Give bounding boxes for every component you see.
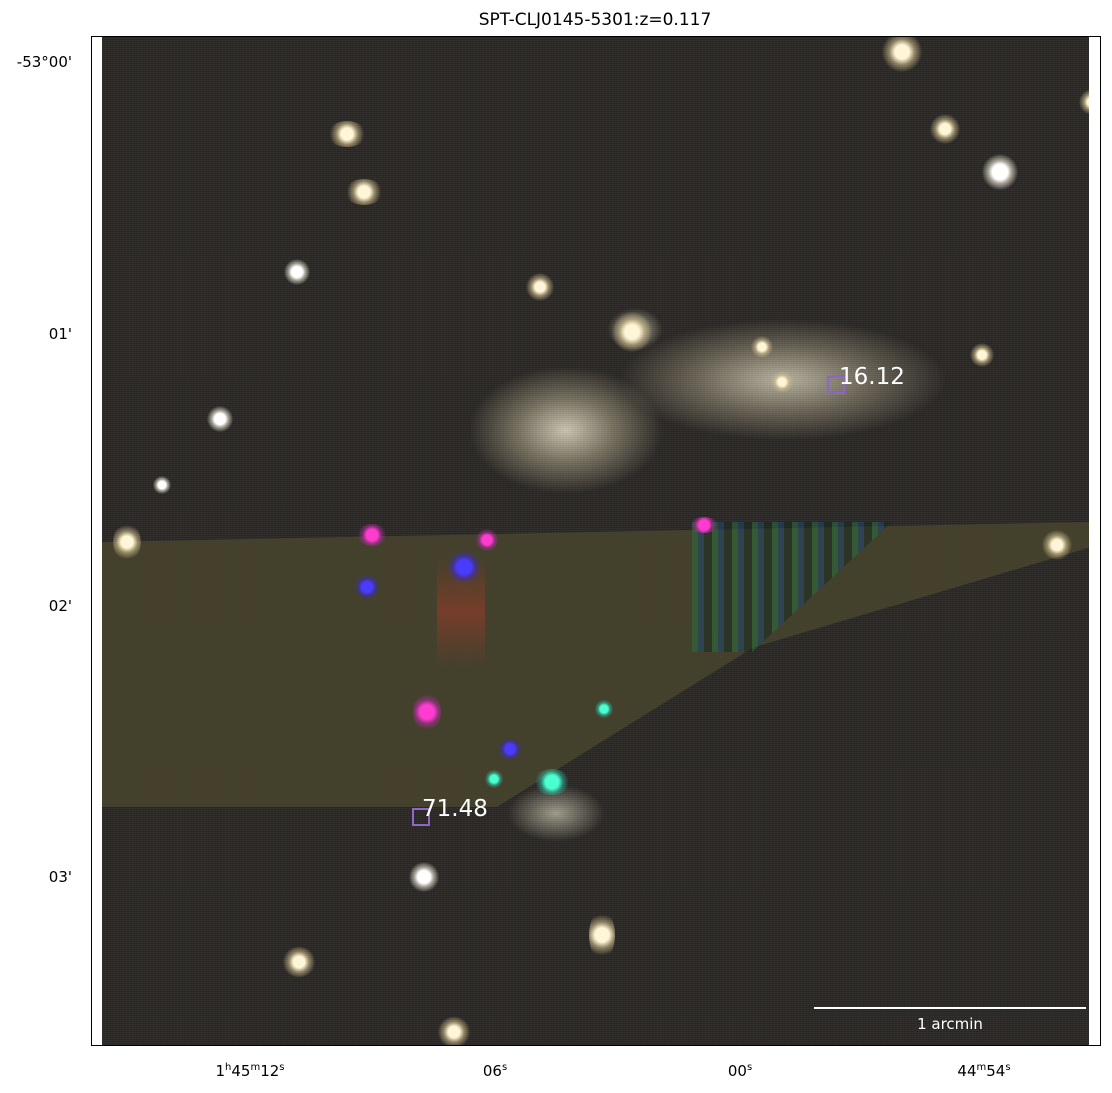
dec-tick-label: 03' bbox=[48, 868, 72, 886]
galaxy bbox=[1042, 530, 1072, 560]
galaxy bbox=[882, 37, 922, 72]
galaxy bbox=[771, 371, 793, 393]
galaxy bbox=[930, 114, 960, 144]
star bbox=[207, 406, 233, 432]
star bbox=[284, 259, 310, 285]
plot-title: SPT-CLJ0145-5301:z=0.117 bbox=[478, 10, 712, 30]
galaxy bbox=[526, 273, 554, 301]
dec-tick-label: 02' bbox=[48, 597, 72, 615]
galaxy bbox=[970, 343, 994, 367]
galaxy bbox=[113, 523, 141, 561]
dec-tick-label: -53°00' bbox=[16, 53, 72, 71]
blue-source bbox=[355, 575, 379, 599]
scale-bar bbox=[814, 1007, 1086, 1009]
star bbox=[409, 862, 439, 892]
galaxy bbox=[327, 121, 367, 147]
star bbox=[153, 476, 171, 494]
galaxy bbox=[751, 336, 773, 358]
cyan-source bbox=[485, 770, 503, 788]
ra-tick-label: 06s bbox=[482, 1062, 508, 1080]
cyan-source bbox=[595, 700, 613, 718]
magenta-source bbox=[413, 693, 441, 731]
ra-tick-label: 1h45m12s bbox=[215, 1062, 285, 1080]
scale-bar-label: 1 arcmin bbox=[917, 1015, 983, 1033]
blue-source bbox=[447, 552, 481, 582]
marker-box-1[interactable] bbox=[827, 376, 845, 394]
dec-tick-label: 01' bbox=[48, 325, 72, 343]
blue-source bbox=[498, 739, 522, 759]
galaxy bbox=[344, 179, 384, 205]
star bbox=[982, 154, 1018, 190]
marker-label-1: 16.12 bbox=[839, 364, 905, 390]
magenta-source bbox=[357, 524, 387, 546]
galaxy bbox=[589, 910, 615, 960]
magenta-source bbox=[476, 529, 498, 551]
image-frame: 16.12 71.48 1 arcmin bbox=[91, 36, 1101, 1046]
cyan-source bbox=[534, 769, 570, 795]
ra-tick-label: 00s bbox=[727, 1062, 753, 1080]
sky-image: 16.12 71.48 1 arcmin bbox=[102, 37, 1089, 1045]
ra-tick-label: 44m54s bbox=[957, 1062, 1011, 1080]
marker-box-2[interactable] bbox=[412, 808, 430, 826]
galaxy bbox=[282, 947, 316, 977]
galaxy bbox=[1079, 89, 1089, 115]
galaxy bbox=[437, 1017, 471, 1045]
galaxy bbox=[612, 312, 652, 352]
magenta-source bbox=[689, 517, 719, 533]
marker-label-2: 71.48 bbox=[422, 796, 488, 822]
